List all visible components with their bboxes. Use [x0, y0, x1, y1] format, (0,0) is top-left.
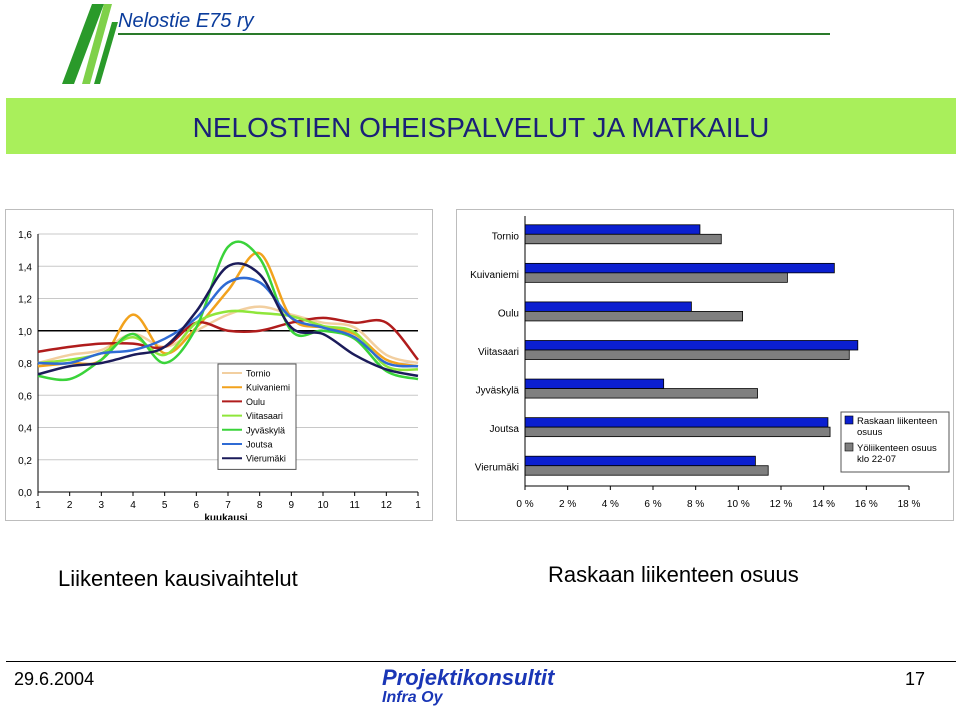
heavy-traffic-bar-chart: 0 % 2 % 4 % 6 % 8 % 10 % 12 % 14 % 16 % 18 % Torni…	[456, 209, 954, 521]
legend-label-line: klo 22-07	[857, 454, 896, 465]
title-bar: NELOSTIEN OHEISPALVELUT JA MATKAILU	[6, 98, 956, 154]
x-tick-label: 18 %	[898, 499, 921, 510]
caption-right: Raskaan liikenteen osuus	[548, 562, 799, 587]
x-tick-label: 4	[130, 500, 136, 511]
category-label: Oulu	[498, 308, 519, 319]
legend-label: Yöliikenteen osuus klo 22-07	[857, 443, 937, 465]
series-line	[37, 276, 419, 368]
y-tick-label: 0,4	[18, 424, 32, 435]
x-tick-label: 0 %	[516, 499, 533, 510]
y-tick-label: 0,6	[18, 391, 32, 402]
category-label: Viitasaari	[478, 347, 519, 358]
bar	[524, 301, 692, 312]
legend-label: Joutsa	[246, 440, 273, 450]
series-line	[37, 262, 419, 378]
footer-company-sub: Infra Oy	[382, 689, 443, 706]
bar	[524, 388, 758, 399]
legend-label: Tornio	[246, 369, 271, 379]
header-divider	[118, 33, 830, 35]
seasonal-line-chart: 0,0 0,2 0,4 0,6 0,8 1,0 1,2 1,4 1,6 1 2 3 4 5 6 7 8 9 10 11…	[5, 209, 433, 521]
x-tick-label: 1	[35, 500, 41, 511]
legend-label: Viitasaari	[246, 411, 283, 421]
caption-left: Liikenteen kausivaihtelut	[58, 566, 298, 591]
bar	[524, 311, 744, 322]
legend-label-line: Yöliikenteen osuus	[857, 443, 937, 454]
x-tick-label: 14 %	[812, 499, 835, 510]
y-tick-label: 0,2	[18, 456, 32, 467]
x-tick-label: 7	[225, 500, 231, 511]
y-tick-label: 1,2	[18, 295, 32, 306]
x-tick-label: 8 %	[687, 499, 704, 510]
bar	[524, 417, 829, 428]
footer-company: Projektikonsultit	[382, 665, 555, 690]
x-tick-label: 10	[317, 500, 329, 511]
org-name: Nelostie E75 ry	[118, 10, 254, 32]
y-tick-label: 0,8	[18, 359, 32, 370]
legend-swatch	[844, 415, 854, 425]
category-label: Jyväskylä	[476, 386, 520, 397]
y-tick-label: 1,4	[18, 262, 32, 273]
legend-label: Jyväskylä	[246, 425, 285, 435]
series-line	[37, 316, 419, 361]
bar	[524, 378, 665, 389]
legend-label: Raskaan liikenteen osuus	[857, 416, 937, 438]
x-tick-label: 16 %	[855, 499, 878, 510]
x-tick-label: 6	[194, 500, 200, 511]
x-tick-label: 11	[349, 500, 360, 511]
page-number: 17	[905, 669, 926, 689]
x-tick-label: 12 %	[770, 499, 793, 510]
x-tick-label: 2	[67, 500, 73, 511]
y-tick-label: 1,0	[18, 327, 32, 338]
page-title: NELOSTIEN OHEISPALVELUT JA MATKAILU	[192, 112, 770, 143]
x-tick-label: 2 %	[559, 499, 576, 510]
legend-label: Oulu	[246, 397, 265, 407]
legend-label: Vierumäki	[246, 454, 286, 464]
footer-date: 29.6.2004	[14, 669, 95, 689]
bar	[524, 465, 769, 476]
y-tick-label: 1,6	[18, 230, 32, 241]
category-label: Joutsa	[490, 424, 520, 435]
bar	[524, 272, 788, 283]
legend-swatch	[844, 442, 854, 452]
legend-label: Kuivaniemi	[246, 383, 290, 393]
x-axis-label: kuukausi	[204, 513, 248, 520]
bar	[524, 426, 831, 438]
bar	[524, 340, 859, 351]
bar	[524, 455, 756, 467]
series-line	[37, 240, 419, 382]
x-tick-label: 3	[99, 500, 105, 511]
x-tick-label: 1	[415, 500, 421, 511]
x-tick-label: 5	[162, 500, 168, 511]
y-tick-label: 0,0	[18, 488, 32, 499]
legend-box	[840, 411, 950, 473]
series-line	[37, 305, 419, 365]
x-tick-label: 10 %	[727, 499, 750, 510]
x-tick-label: 6 %	[644, 499, 661, 510]
category-label: Kuivaniemi	[470, 270, 519, 281]
x-tick-label: 12	[381, 500, 393, 511]
line-chart-svg: 0,00,20,40,60,81,01,21,41,61 2 3 4 5 6 7 8 9 10 11…	[18, 230, 421, 520]
legend-box	[217, 363, 297, 470]
category-label: Vierumäki	[475, 463, 519, 474]
bar-chart-svg: 0 % 2 % 4 % 6 % 8 % 10 % 12 % 14 % 16 % 18 % Torni…	[470, 216, 950, 510]
footer-divider	[6, 661, 956, 662]
legend-label-line: osuus	[857, 427, 883, 438]
bar	[524, 262, 835, 274]
x-tick-label: 4 %	[602, 499, 619, 510]
bar	[524, 233, 722, 245]
series-line	[37, 251, 419, 368]
x-tick-label: 8	[257, 500, 263, 511]
category-label: Tornio	[492, 231, 520, 242]
logo-icon	[62, 4, 118, 84]
x-tick-label: 9	[289, 500, 295, 511]
bar	[524, 349, 850, 360]
legend-label-line: Raskaan liikenteen	[857, 416, 937, 427]
bar	[524, 224, 701, 235]
